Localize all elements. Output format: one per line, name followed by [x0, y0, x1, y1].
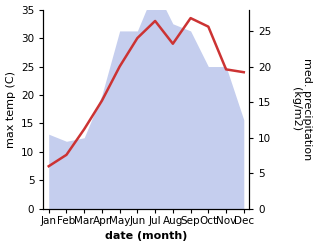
- Y-axis label: med. precipitation
(kg/m2): med. precipitation (kg/m2): [291, 58, 313, 160]
- X-axis label: date (month): date (month): [105, 231, 187, 242]
- Y-axis label: max temp (C): max temp (C): [5, 71, 16, 148]
